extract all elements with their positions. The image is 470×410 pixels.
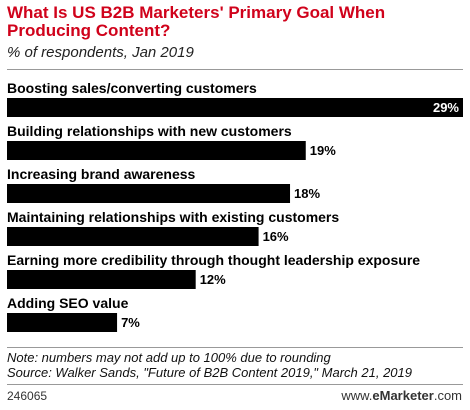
category-label: Earning more credibility through thought… <box>7 252 420 268</box>
bar-chart: Boosting sales/converting customers 29% Bu… <box>7 80 463 332</box>
category-label: Maintaining relationships with existing … <box>7 209 339 225</box>
brand-prefix: www. <box>341 388 373 403</box>
value-label: 16% <box>263 229 289 244</box>
brand-suffix: .com <box>433 388 462 403</box>
value-label: 29% <box>433 100 459 115</box>
category-label: Adding SEO value <box>7 295 129 311</box>
bar <box>7 227 259 246</box>
brand-logo[interactable]: www.eMarketer.com <box>341 388 462 403</box>
bottom-divider <box>7 347 463 348</box>
value-label: 19% <box>310 143 336 158</box>
value-label: 18% <box>294 186 320 201</box>
bar <box>7 184 291 203</box>
brand-name: eMarketer <box>372 388 434 403</box>
chart-id: 246065 <box>7 389 48 403</box>
category-label: Building relationships with new customer… <box>7 123 292 139</box>
bar <box>7 270 196 289</box>
chart-title: What Is US B2B Marketers' Primary Goal W… <box>7 3 386 40</box>
bar <box>7 141 306 160</box>
value-label: 7% <box>121 315 140 330</box>
footer-divider <box>7 384 463 385</box>
notes: Note: numbers may not add up to 100% due… <box>7 350 412 380</box>
bar <box>7 98 463 117</box>
value-label: 12% <box>200 272 226 287</box>
source-text: Source: Walker Sands, "Future of B2B Con… <box>7 365 412 380</box>
note-text: Note: numbers may not add up to 100% due… <box>7 350 331 365</box>
category-label: Boosting sales/converting customers <box>7 80 257 96</box>
bar <box>7 313 118 332</box>
top-divider <box>7 69 463 70</box>
category-label: Increasing brand awareness <box>7 166 196 182</box>
chart-subtitle: % of respondents, Jan 2019 <box>7 44 194 61</box>
